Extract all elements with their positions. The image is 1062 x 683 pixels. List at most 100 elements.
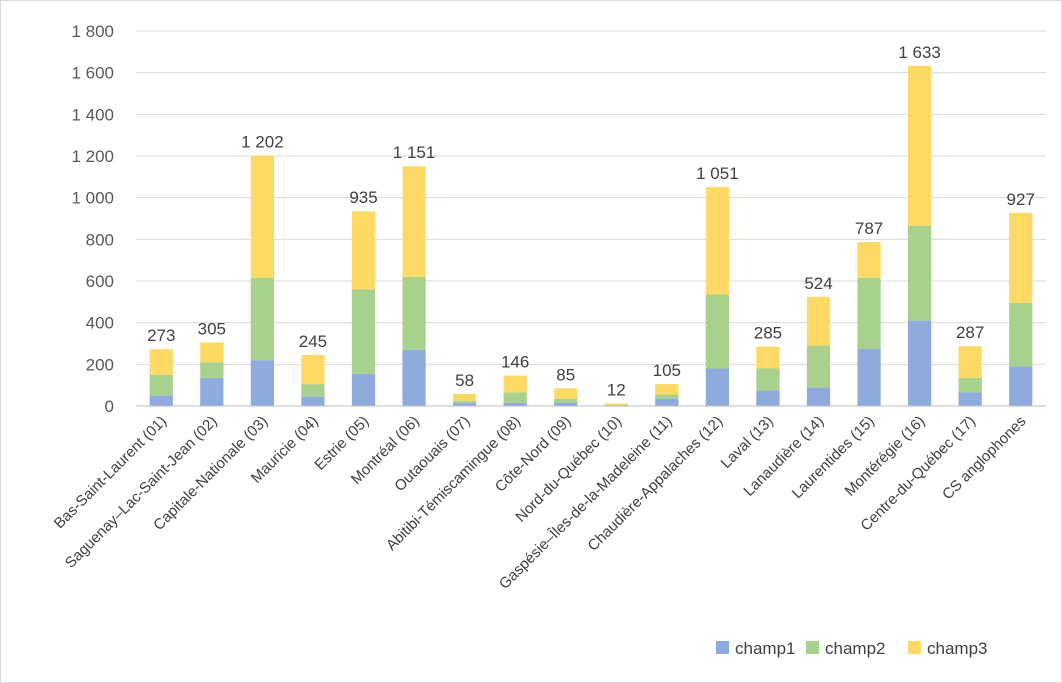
bar-stack — [301, 354, 325, 406]
bar-stack — [503, 375, 527, 406]
bar-segment-champ2 — [200, 362, 224, 378]
bar-segment-champ1 — [200, 377, 224, 406]
legend-item-champ1: champ1 — [716, 639, 795, 658]
total-data-label: 1 633 — [898, 43, 941, 62]
bar-segment-champ2 — [402, 276, 426, 350]
bar-segment-champ3 — [604, 403, 628, 405]
bar-stack — [1009, 212, 1033, 406]
total-data-label: 287 — [956, 323, 984, 342]
bar-segment-champ2 — [806, 345, 831, 388]
bar-segment-champ1 — [250, 360, 275, 406]
total-data-label: 787 — [855, 219, 883, 238]
total-data-label: 245 — [299, 332, 327, 351]
total-data-label: 146 — [501, 353, 529, 372]
category-labels: Bas-Saint-Laurent (01)Saguenay–Lac-Saint… — [51, 413, 1030, 593]
bar-stack — [655, 384, 679, 406]
total-data-label: 1 151 — [393, 143, 436, 162]
bar-segment-champ3 — [452, 393, 477, 401]
bar-stack — [402, 166, 426, 406]
bar-segment-champ2 — [554, 398, 578, 403]
y-tick-label: 0 — [105, 397, 114, 416]
bar-segment-champ3 — [200, 342, 224, 363]
total-data-label: 927 — [1007, 190, 1035, 209]
bar-segment-champ3 — [250, 155, 275, 278]
legend: champ1 champ2 champ3 — [716, 639, 987, 658]
legend-swatch — [806, 641, 819, 654]
y-tick-label: 1 400 — [71, 105, 114, 124]
y-tick-label: 800 — [86, 230, 114, 249]
total-data-label: 305 — [198, 319, 226, 338]
bar-segment-champ1 — [554, 402, 578, 406]
bars — [149, 65, 1033, 406]
bar-segment-champ1 — [857, 348, 881, 406]
bar-segment-champ1 — [149, 395, 173, 406]
legend-swatch — [716, 641, 729, 654]
bar-segment-champ3 — [705, 187, 730, 295]
bar-segment-champ1 — [756, 390, 780, 406]
y-tick-label: 200 — [86, 355, 114, 374]
bar-stack — [452, 393, 477, 406]
total-data-label: 935 — [349, 188, 377, 207]
bar-stack — [756, 346, 780, 406]
y-tick-label: 1 200 — [71, 147, 114, 166]
bar-segment-champ3 — [402, 166, 426, 277]
total-data-label: 105 — [653, 361, 681, 380]
bar-stack — [958, 346, 982, 406]
legend-swatch — [908, 641, 921, 654]
bar-segment-champ2 — [250, 277, 275, 361]
bar-segment-champ1 — [655, 398, 679, 406]
bar-segment-champ1 — [503, 402, 527, 406]
total-data-label: 273 — [147, 326, 175, 345]
bar-segment-champ2 — [857, 277, 881, 349]
bar-stack — [554, 388, 578, 406]
y-tick-label: 1 600 — [71, 64, 114, 83]
gridlines — [136, 30, 1046, 365]
total-data-label: 85 — [556, 365, 575, 384]
bar-segment-champ2 — [1009, 302, 1033, 367]
legend-label: champ1 — [735, 639, 795, 658]
bar-segment-champ1 — [907, 320, 932, 406]
bar-segment-champ3 — [554, 388, 578, 399]
bar-segment-champ2 — [149, 374, 173, 396]
bar-segment-champ3 — [958, 346, 982, 378]
y-tick-label: 400 — [86, 314, 114, 333]
bar-segment-champ2 — [705, 294, 730, 369]
y-axis-tick-labels: 0 200 400 600 800 1 000 1 200 1 400 1 600 1 800 — [71, 22, 114, 416]
bar-segment-champ2 — [907, 225, 932, 321]
bar-segment-champ3 — [351, 211, 376, 290]
total-data-label: 12 — [607, 381, 626, 400]
total-data-label: 1 202 — [241, 133, 284, 152]
bar-segment-champ2 — [503, 392, 527, 403]
bar-stack — [857, 242, 881, 406]
bar-segment-champ1 — [1009, 366, 1033, 406]
bar-stack — [351, 211, 376, 406]
bar-stack — [200, 342, 224, 406]
bar-segment-champ2 — [655, 394, 679, 399]
bar-segment-champ1 — [402, 349, 426, 406]
bar-segment-champ1 — [452, 402, 477, 406]
bar-segment-champ2 — [604, 404, 628, 406]
legend-item-champ3: champ3 — [908, 639, 987, 658]
total-data-label: 524 — [804, 274, 832, 293]
bar-segment-champ2 — [452, 400, 477, 403]
bar-segment-champ2 — [301, 384, 325, 397]
y-tick-label: 600 — [86, 272, 114, 291]
bar-stack — [907, 65, 932, 406]
total-data-label: 285 — [754, 324, 782, 343]
bar-segment-champ3 — [907, 65, 932, 226]
bar-stack — [250, 155, 275, 406]
bar-segment-champ3 — [1009, 212, 1033, 303]
bar-segment-champ3 — [756, 346, 780, 369]
bar-stack — [705, 187, 730, 406]
bar-segment-champ3 — [149, 349, 173, 375]
bar-segment-champ2 — [958, 377, 982, 393]
bar-segment-champ3 — [655, 384, 679, 395]
bar-segment-champ3 — [806, 296, 831, 346]
bar-segment-champ2 — [756, 368, 780, 391]
bar-stack — [806, 296, 831, 406]
bar-stack — [149, 349, 173, 406]
total-data-label: 1 051 — [696, 164, 739, 183]
legend-label: champ3 — [927, 639, 987, 658]
bar-segment-champ3 — [301, 354, 325, 385]
